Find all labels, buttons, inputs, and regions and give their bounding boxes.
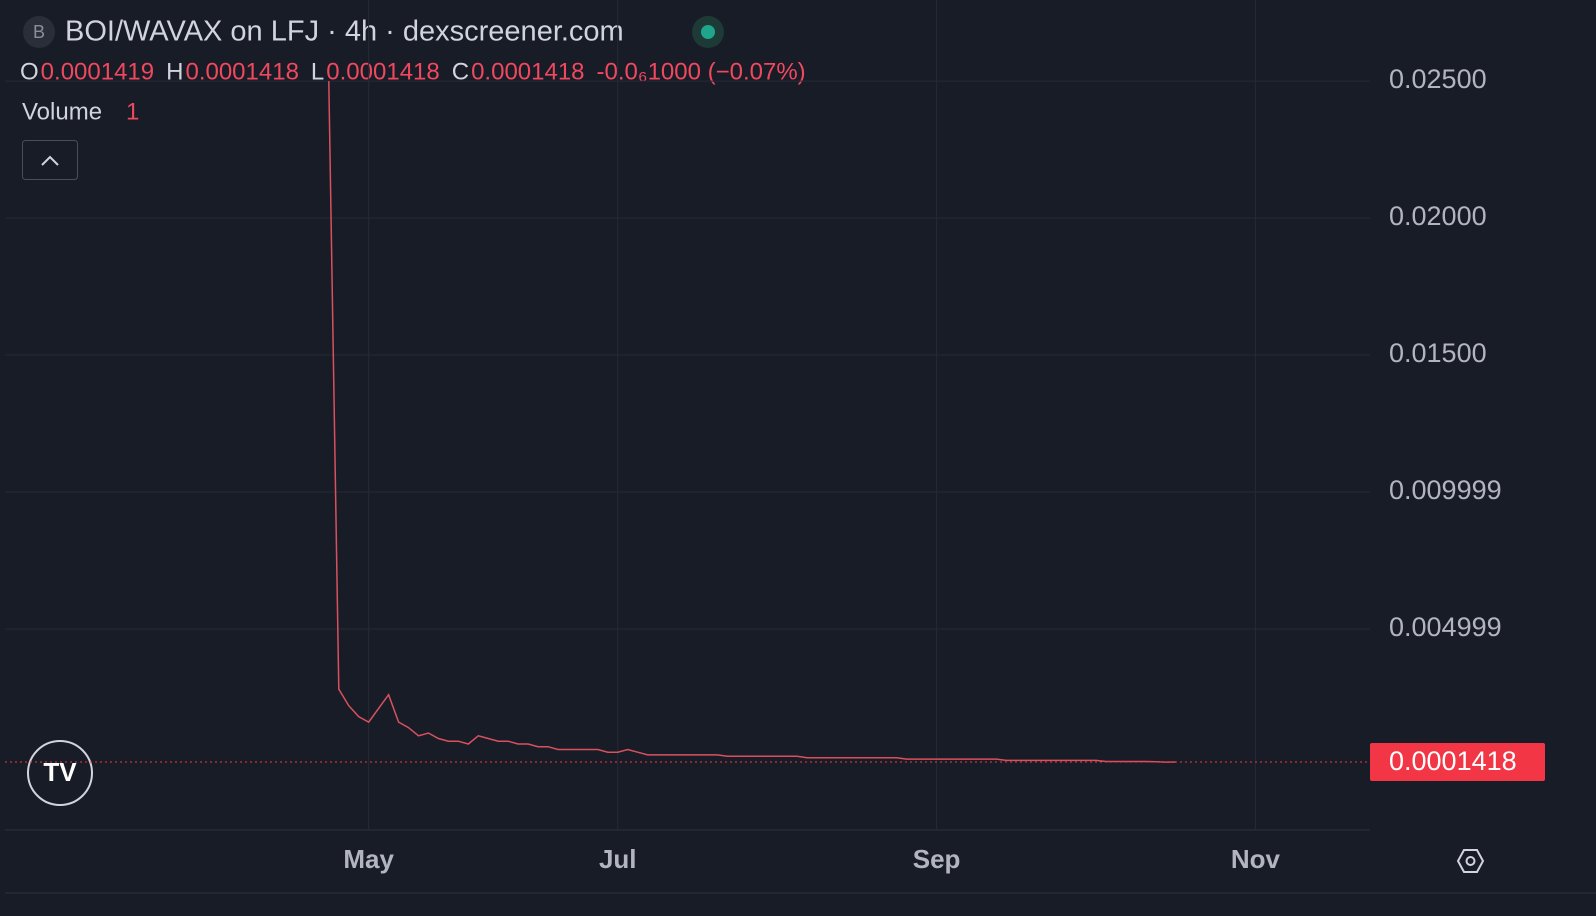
grid <box>5 0 1370 830</box>
ohlc-key: L <box>311 58 324 85</box>
settings-dot <box>1465 856 1476 866</box>
volume-label: Volume <box>22 98 102 125</box>
avatar-letter: B <box>33 22 45 42</box>
collapse-icon <box>41 155 59 166</box>
avatar <box>23 16 55 48</box>
tv-logo-mark: TV <box>43 757 77 787</box>
price-line <box>328 81 1176 763</box>
y-tick-label: 0.009999 <box>1389 475 1502 505</box>
y-tick-label: 0.01500 <box>1389 338 1487 368</box>
status-dot <box>701 25 715 39</box>
tv-logo[interactable] <box>27 740 93 806</box>
pair-title: BOI/WAVAX on LFJ · 4h · dexscreener.com <box>65 16 624 48</box>
settings-icon[interactable] <box>1456 849 1485 873</box>
x-tick-label: Jul <box>599 844 637 874</box>
last-price-box <box>1370 743 1545 782</box>
y-tick-label: 0.004999 <box>1389 612 1502 642</box>
ohlc-key: O <box>20 58 39 85</box>
ohlc-key: H <box>166 58 183 85</box>
last-price-label: 0.0001418 <box>1389 746 1517 776</box>
y-tick-label: 0.02000 <box>1389 201 1487 231</box>
settings-hex <box>1456 849 1485 873</box>
y-tick-label: 0.02500 <box>1389 64 1487 94</box>
x-tick-label: Nov <box>1231 844 1281 874</box>
volume-value: 1 <box>126 98 139 125</box>
x-tick-label: Sep <box>913 844 961 874</box>
ohlc-key: C <box>452 58 469 85</box>
collapse-button[interactable] <box>22 140 78 180</box>
x-tick-label: May <box>343 844 394 874</box>
